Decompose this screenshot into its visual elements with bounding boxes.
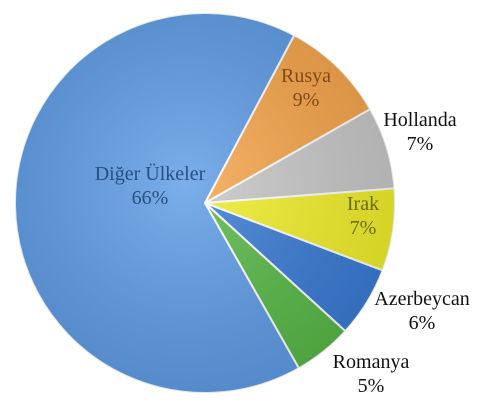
pie-slices xyxy=(14,12,396,394)
slice-value-label: 66% xyxy=(132,187,169,209)
slice-value-label: 7% xyxy=(350,217,377,239)
slice-label: Rusya xyxy=(281,65,331,87)
slice-label: Romanya xyxy=(333,351,410,373)
slice-value-label: 6% xyxy=(409,312,436,334)
pie-labels: Rusya9%Hollanda7%Irak7%Azerbeycan6%Roman… xyxy=(95,65,470,397)
slice-value-label: 7% xyxy=(407,133,434,155)
slice-label: Irak xyxy=(347,193,379,215)
slice-label: Azerbeycan xyxy=(374,288,470,310)
slice-label: Diğer Ülkeler xyxy=(95,162,206,185)
slice-label: Hollanda xyxy=(383,109,456,131)
slice-value-label: 9% xyxy=(293,89,320,111)
slice-value-label: 5% xyxy=(358,375,385,397)
